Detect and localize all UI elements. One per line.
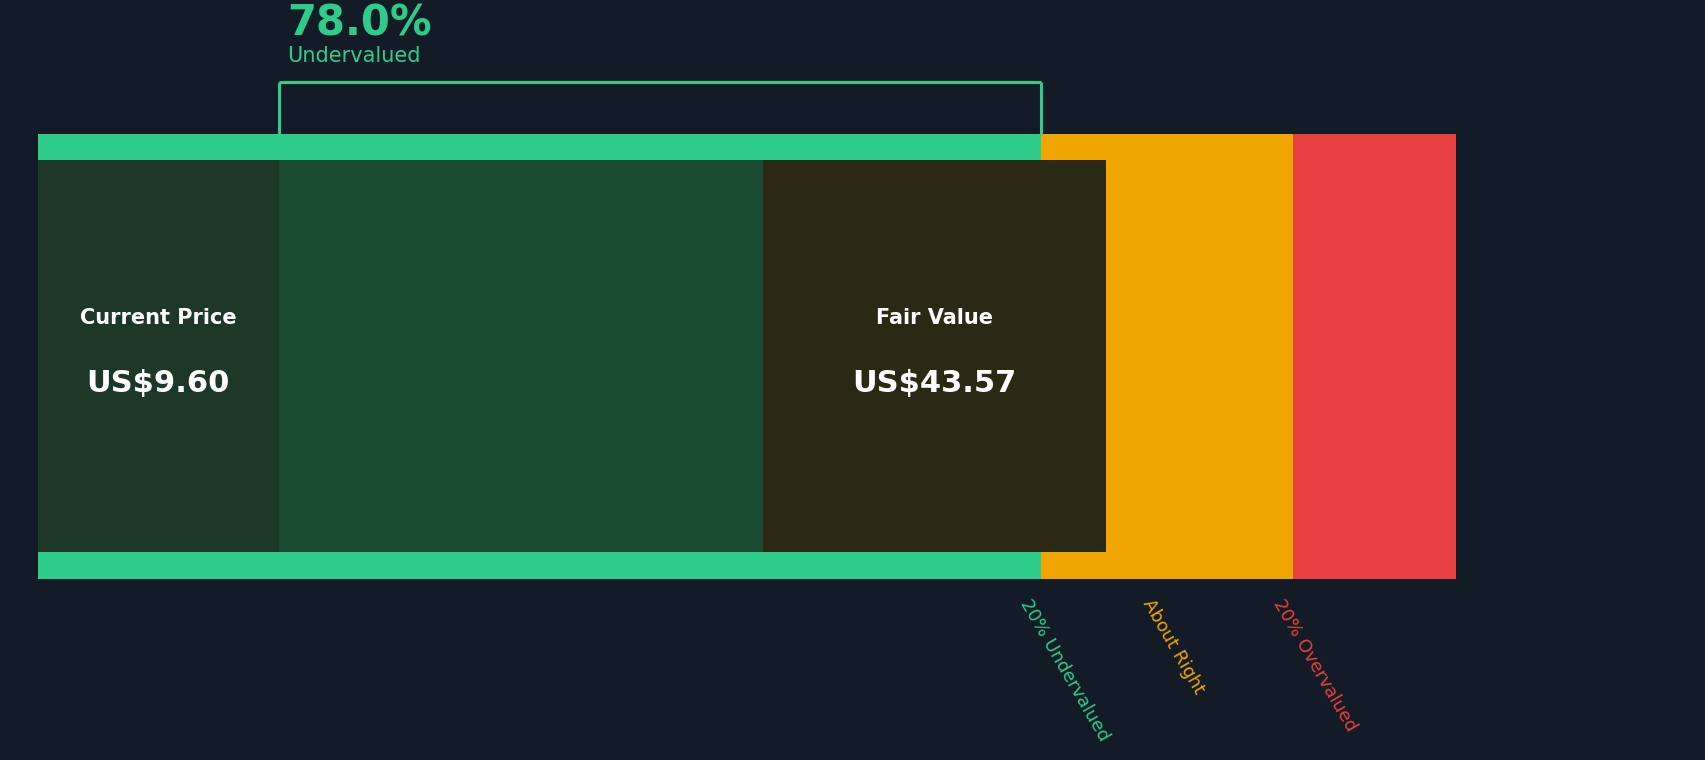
Bar bbox=[1040, 134, 1292, 578]
Text: US$43.57: US$43.57 bbox=[852, 369, 1016, 398]
Text: Undervalued: Undervalued bbox=[286, 46, 421, 65]
Text: Current Price: Current Price bbox=[80, 308, 237, 328]
Text: 20% Undervalued: 20% Undervalued bbox=[1016, 596, 1112, 744]
Bar bbox=[1292, 134, 1456, 578]
Text: US$9.60: US$9.60 bbox=[87, 369, 230, 398]
Text: 20% Overvalued: 20% Overvalued bbox=[1269, 596, 1359, 734]
Bar bbox=[38, 160, 1040, 553]
Bar bbox=[38, 160, 278, 553]
Text: About Right: About Right bbox=[1137, 596, 1207, 697]
Text: Fair Value: Fair Value bbox=[876, 308, 992, 328]
Bar bbox=[762, 160, 1105, 553]
Bar bbox=[38, 134, 1040, 578]
Text: 78.0%: 78.0% bbox=[286, 2, 431, 44]
